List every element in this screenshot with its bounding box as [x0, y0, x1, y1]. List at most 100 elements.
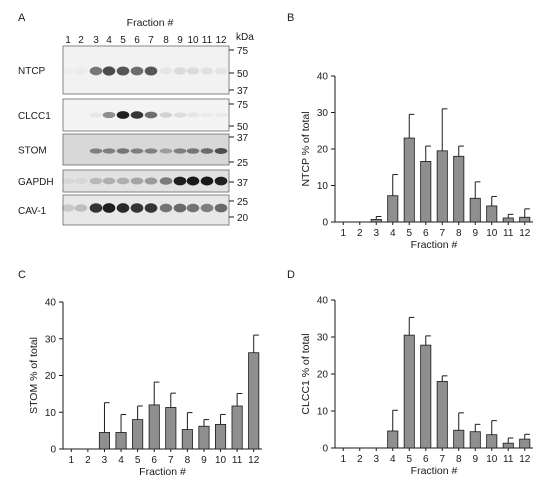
blot-title: Fraction # [127, 17, 174, 29]
x-tick-label: 6 [423, 228, 429, 239]
lane-number: 7 [148, 35, 154, 46]
mw-marker-label: 50 [237, 122, 249, 133]
x-tick-label: 8 [456, 228, 462, 239]
bar [436, 150, 448, 223]
x-tick-label: 9 [472, 228, 478, 239]
y-tick-label: 0 [322, 218, 328, 229]
lane-number: 3 [93, 35, 99, 46]
blot-band [130, 203, 144, 213]
blot-band [159, 67, 173, 75]
panel-label-d: D [287, 269, 295, 281]
blot-row: GAPDH 37 [18, 169, 249, 193]
blot-band [89, 203, 103, 213]
bar [502, 442, 514, 449]
blot-band [89, 66, 103, 76]
x-tick-label: 6 [151, 455, 157, 466]
x-tick-label: 7 [168, 455, 174, 466]
x-tick-label: 1 [69, 455, 75, 466]
blot-band [102, 203, 116, 213]
x-tick-label: 3 [373, 454, 379, 465]
x-tick-label: 12 [519, 454, 531, 465]
y-tick-label: 40 [45, 298, 57, 309]
blot-band [186, 148, 200, 154]
blot-band [144, 177, 158, 185]
blot-band [200, 203, 214, 213]
blot-row-label: CAV-1 [18, 206, 47, 217]
x-tick-label: 10 [486, 454, 498, 465]
y-tick-label: 0 [322, 444, 328, 455]
blot-band [214, 147, 228, 155]
lane-number: 4 [106, 35, 112, 46]
blot-row: STOM 37 25 [18, 133, 249, 169]
bar [115, 432, 127, 450]
blot-band [116, 111, 130, 119]
y-tick-label: 0 [50, 445, 56, 456]
blot-row: CLCC1 75 50 [18, 98, 249, 133]
x-tick-label: 10 [486, 228, 498, 239]
bar [486, 205, 498, 223]
blot-row: CAV-1 25 20 [18, 194, 249, 226]
blot-row-label: NTCP [18, 66, 46, 77]
blot-band [214, 112, 228, 118]
y-tick-label: 10 [317, 181, 329, 192]
lane-number: 1 [65, 35, 71, 46]
blot-band [116, 148, 130, 154]
blot-band [102, 111, 116, 119]
x-tick-label: 11 [503, 228, 514, 239]
kda-label: kDa [236, 32, 254, 43]
bar [198, 425, 210, 450]
bar [387, 195, 399, 223]
lane-number: 11 [202, 35, 213, 46]
blot-band [144, 203, 158, 213]
x-axis-label: Fraction # [139, 466, 186, 478]
mw-marker-label: 50 [237, 69, 249, 80]
bar [436, 380, 448, 449]
blot-band [173, 112, 187, 118]
blot-band [130, 177, 144, 185]
blot-band [173, 67, 187, 75]
blot-band [173, 203, 187, 213]
blot-row-label: GAPDH [18, 177, 54, 188]
mw-marker-label: 37 [237, 133, 249, 144]
blot-band [62, 67, 75, 74]
mw-marker-label: 75 [237, 46, 249, 57]
x-axis-label: Fraction # [411, 465, 458, 477]
y-tick-label: 20 [317, 145, 329, 156]
blot-band [75, 67, 88, 74]
blot-band [159, 112, 173, 118]
blot-band [144, 66, 158, 76]
blot-strip [62, 169, 230, 193]
x-tick-label: 2 [357, 228, 363, 239]
bar [453, 429, 465, 449]
blot-band [200, 176, 214, 186]
mw-marker-label: 20 [237, 213, 249, 224]
blot-band [61, 177, 75, 185]
x-tick-label: 3 [102, 455, 108, 466]
blot-band [61, 204, 75, 212]
bar [453, 155, 465, 223]
mw-marker-label: 25 [237, 197, 249, 208]
blot-strip [62, 133, 230, 166]
lane-number: 10 [187, 35, 199, 46]
blot-band [200, 148, 214, 154]
x-tick-label: 5 [406, 454, 412, 465]
bar [387, 430, 399, 449]
blot-band [186, 203, 200, 213]
blot-band [130, 66, 144, 76]
bar [132, 419, 144, 450]
bar [370, 219, 382, 223]
y-axis-label: STOM % of total [28, 337, 40, 414]
western-blot-panel: Fraction # kDa 1 2 3 4 5 6 7 8 9 10 11 12NTCP755037… [18, 17, 254, 226]
mw-marker-label: 25 [237, 158, 249, 169]
bar [486, 434, 498, 449]
x-tick-label: 7 [439, 228, 445, 239]
x-tick-label: 8 [185, 455, 191, 466]
blot-band [186, 67, 200, 75]
blot-band [102, 66, 116, 76]
bar [231, 405, 243, 450]
bar [469, 197, 481, 223]
y-tick-label: 40 [317, 72, 329, 83]
bar [248, 352, 260, 450]
lane-number: 12 [215, 35, 227, 46]
